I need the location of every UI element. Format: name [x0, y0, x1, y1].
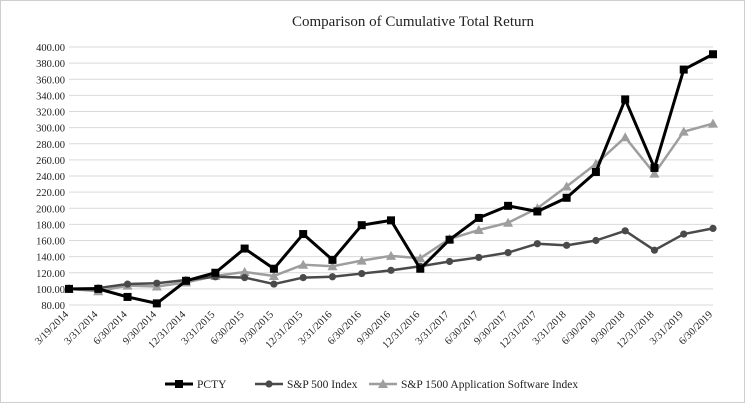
data-point — [591, 167, 600, 176]
data-point — [709, 50, 717, 59]
data-point — [621, 95, 630, 104]
data-point — [298, 259, 309, 269]
data-point — [182, 276, 191, 285]
y-tick-label: 180.00 — [36, 220, 65, 231]
data-point — [387, 266, 395, 274]
legend-item-pcty: PCTY — [165, 379, 227, 391]
data-point — [94, 284, 103, 293]
series-group — [64, 50, 718, 308]
gridlines — [69, 46, 713, 306]
data-point — [211, 268, 220, 277]
data-point — [240, 244, 249, 253]
legend-label: S&P 500 Index — [287, 379, 358, 391]
data-point — [621, 227, 629, 235]
data-point — [709, 224, 717, 233]
data-point — [475, 253, 483, 262]
y-tick-label: 140.00 — [36, 253, 65, 264]
y-tick-label: 240.00 — [36, 172, 65, 183]
data-point — [268, 270, 279, 280]
legend-marker — [175, 380, 183, 388]
data-point — [299, 273, 307, 282]
legend: PCTY S&P 500 Index S&P 1500 Application So… — [165, 379, 578, 391]
data-point — [592, 236, 600, 245]
data-point — [503, 217, 514, 227]
data-point — [358, 269, 366, 278]
data-point — [416, 264, 425, 273]
data-point — [153, 279, 161, 287]
series-pcty — [65, 50, 717, 308]
data-point — [387, 216, 395, 225]
data-point — [269, 264, 278, 273]
data-point — [241, 273, 249, 282]
data-point — [708, 118, 718, 128]
y-tick-label: 160.00 — [36, 237, 65, 248]
data-point — [650, 246, 659, 254]
y-tick-label: 320.00 — [36, 108, 65, 119]
y-tick-label: 340.00 — [36, 91, 65, 102]
data-point — [563, 241, 571, 249]
data-point — [445, 257, 454, 266]
data-point — [620, 132, 631, 142]
data-point — [386, 250, 396, 260]
data-point — [678, 126, 689, 136]
y-tick-label: 360.00 — [36, 75, 65, 86]
data-point — [123, 292, 132, 301]
chart-title: Comparison of Cumulative Total Return — [292, 14, 534, 30]
y-tick-label: 260.00 — [36, 156, 65, 167]
data-point — [299, 230, 308, 239]
y-tick-label: 100.00 — [36, 285, 65, 296]
legend-item-s-p-1500-application-software-index: S&P 1500 Application Software Index — [369, 379, 578, 391]
data-point — [533, 207, 542, 216]
data-point — [356, 255, 367, 265]
series-line — [68, 122, 714, 293]
series-line — [69, 52, 714, 305]
data-point — [679, 65, 688, 74]
data-point — [504, 201, 513, 210]
data-point — [65, 284, 73, 293]
data-point — [328, 255, 337, 264]
data-point — [270, 280, 278, 288]
data-point — [445, 235, 454, 244]
data-point — [473, 225, 484, 235]
data-point — [474, 213, 483, 222]
y-tick-label: 200.00 — [36, 204, 65, 215]
data-point — [533, 240, 541, 248]
y-tick-label: 220.00 — [36, 188, 65, 199]
y-tick-label: 80.00 — [41, 301, 65, 312]
data-point — [328, 273, 337, 281]
data-point — [649, 168, 660, 178]
legend-label: S&P 1500 Application Software Index — [401, 379, 578, 391]
y-tick-label: 280.00 — [36, 140, 65, 151]
y-tick-label: 120.00 — [36, 269, 65, 280]
data-point — [504, 248, 512, 257]
data-point — [357, 221, 366, 230]
data-point — [239, 266, 250, 276]
data-point — [152, 299, 161, 308]
x-axis: 3/19/20143/31/20146/30/20149/30/201412/3… — [33, 309, 715, 351]
data-point — [327, 261, 338, 271]
data-point — [562, 193, 571, 202]
data-point — [650, 163, 659, 172]
data-point — [561, 181, 572, 191]
legend-item-s-p-500-index: S&P 500 Index — [255, 379, 358, 391]
legend-marker — [378, 379, 388, 388]
legend-marker — [265, 380, 273, 388]
data-point — [123, 280, 132, 288]
legend-label: PCTY — [197, 379, 227, 391]
y-tick-label: 400.00 — [36, 43, 65, 54]
y-axis: 80.00 100.00 120.00 140.00 160.00 180.00 200.0… — [36, 43, 65, 312]
y-tick-label: 300.00 — [36, 124, 65, 135]
y-tick-label: 380.00 — [36, 59, 65, 70]
data-point — [415, 253, 426, 263]
data-point — [680, 230, 688, 238]
